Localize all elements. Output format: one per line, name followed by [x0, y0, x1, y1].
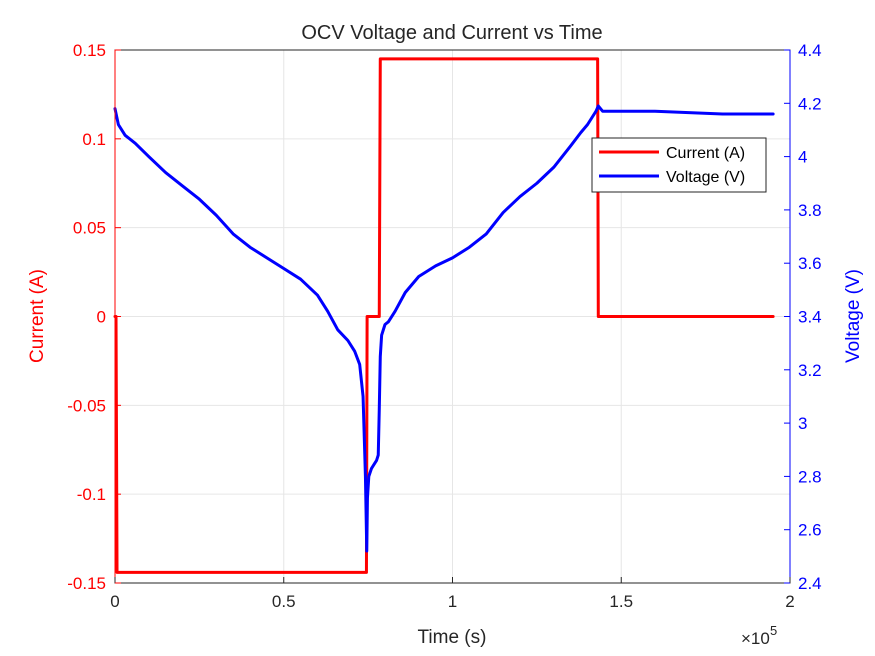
left-axis-label: Current (A) [27, 269, 48, 363]
x-axis-label: Time (s) [418, 627, 487, 648]
right-y-tick-label: 4.4 [798, 41, 822, 60]
x-tick-label: 2 [785, 592, 794, 611]
legend-label-voltage: Voltage (V) [666, 169, 745, 186]
x-tick-label: 1.5 [609, 592, 633, 611]
right-y-tick-label: 4 [798, 148, 807, 167]
right-y-tick-label: 3 [798, 414, 807, 433]
left-y-tick-label: 0.05 [73, 219, 106, 238]
right-y-tick-label: 3.6 [798, 254, 822, 273]
voltage-series-line [113, 104, 775, 553]
right-axis-label: Voltage (V) [843, 269, 864, 363]
left-y-tick-label: -0.15 [67, 574, 106, 593]
x-tick-label: 0 [110, 592, 119, 611]
left-y-tick-label: 0.15 [73, 41, 106, 60]
legend: Current (A) Voltage (V) [591, 137, 767, 193]
right-y-tick-label: 3.8 [798, 201, 822, 220]
chart-title: OCV Voltage and Current vs Time [301, 22, 602, 44]
x-tick-label: 0.5 [272, 592, 296, 611]
legend-box [591, 137, 767, 193]
left-y-tick-label: -0.05 [67, 396, 106, 415]
right-y-tick-label: 3.2 [798, 361, 822, 380]
x-exponent-power: 5 [770, 623, 777, 638]
left-y-tick-label: 0 [97, 308, 106, 327]
right-y-tick-label: 2.6 [798, 521, 822, 540]
x-exponent-base: ×10 [741, 629, 770, 648]
left-y-tick-label: 0.1 [82, 130, 106, 149]
right-y-tick-label: 4.2 [798, 94, 822, 113]
x-tick-label: 1 [448, 592, 457, 611]
ticks: 0 0.5 1 1.5 2 -0.15 -0.1 -0.05 0 0.05 0.1 0.15 2.4 2.… [67, 41, 821, 611]
legend-label-current: Current (A) [666, 145, 745, 162]
right-y-tick-label: 3.4 [798, 308, 822, 327]
right-y-tick-label: 2.4 [798, 574, 822, 593]
right-y-tick-label: 2.8 [798, 467, 822, 486]
x-exponent: ×10 5 [741, 623, 777, 648]
left-y-tick-label: -0.1 [77, 485, 106, 504]
